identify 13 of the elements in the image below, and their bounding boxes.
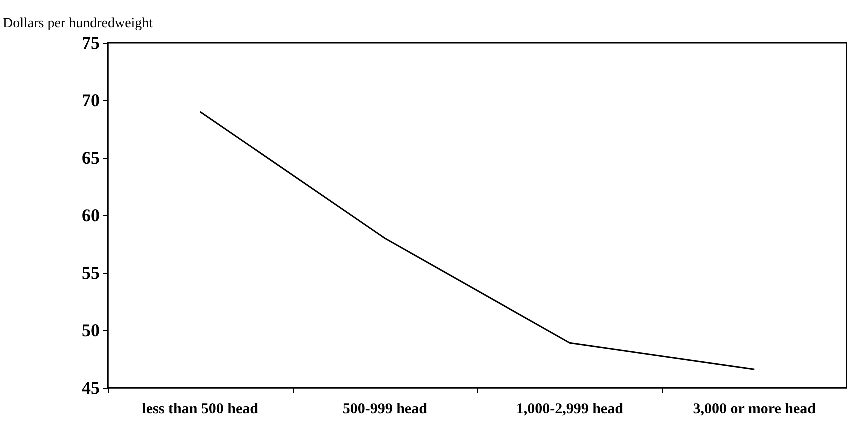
x-tick-label: 3,000 or more head bbox=[693, 402, 817, 418]
y-tick-label: 45 bbox=[82, 378, 100, 398]
x-tick-label: 1,000-2,999 head bbox=[516, 402, 624, 418]
line-series bbox=[200, 111, 756, 370]
x-tick-label: less than 500 head bbox=[142, 402, 260, 418]
y-tick-label: 60 bbox=[82, 206, 100, 226]
x-tick-label: 500-999 head bbox=[342, 402, 428, 418]
y-axis-title: Dollars per hundredweight bbox=[3, 16, 154, 32]
y-tick-label: 55 bbox=[82, 263, 100, 283]
y-tick-label: 50 bbox=[82, 320, 100, 340]
y-tick-label: 70 bbox=[82, 90, 100, 110]
y-tick-label: 75 bbox=[82, 33, 100, 53]
y-tick-label: 65 bbox=[82, 148, 100, 168]
